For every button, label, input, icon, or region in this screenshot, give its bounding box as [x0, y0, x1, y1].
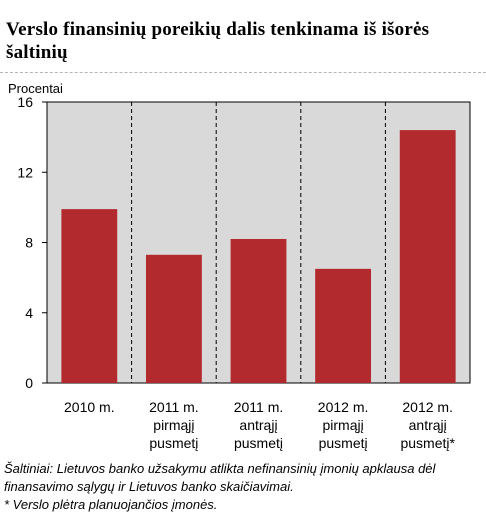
- y-tick-label: 16: [17, 94, 33, 110]
- x-axis-labels: 2010 m. 2011 m. pirmąjį pusmetį 2011 m. antrą…: [64, 399, 455, 451]
- bars: [61, 130, 456, 383]
- x-tick-label: 2012 m. pirmąjį pusmetį: [318, 399, 369, 451]
- y-tick-label: 0: [25, 375, 33, 391]
- bar-chart: Procentai 0 4 8 12 16 2010 m. 2011 m. pirmąjį p…: [8, 81, 471, 451]
- footnote: * Verslo plėtra planuojančios įmonės.: [4, 497, 218, 512]
- bar: [145, 254, 202, 383]
- x-tick-label: 2011 m. antrąjį pusmetį: [234, 399, 284, 451]
- x-tick-label: 2011 m. pirmąjį pusmetį: [149, 399, 199, 451]
- y-tick-label: 4: [25, 305, 33, 321]
- x-tick-label: 2010 m.: [64, 399, 115, 415]
- bar: [399, 130, 456, 383]
- bar: [230, 238, 287, 383]
- x-tick-label: 2012 m. antrąjį pusmetį*: [400, 399, 455, 451]
- y-axis-label: Procentai: [8, 81, 63, 96]
- chart-notes: Šaltiniai: Lietuvos banko užsakymu atlik…: [4, 460, 484, 514]
- bar: [315, 268, 372, 383]
- y-tick-label: 12: [17, 164, 33, 180]
- source-note: Šaltiniai: Lietuvos banko užsakymu atlik…: [4, 461, 436, 494]
- y-axis-ticks: 0 4 8 12 16: [17, 94, 47, 391]
- chart-title: Verslo finansinių poreikių dalis tenkina…: [6, 19, 430, 63]
- title-divider: [0, 72, 486, 73]
- vertical-gridlines: [131, 102, 386, 383]
- y-tick-label: 8: [25, 235, 33, 251]
- bar: [61, 209, 118, 383]
